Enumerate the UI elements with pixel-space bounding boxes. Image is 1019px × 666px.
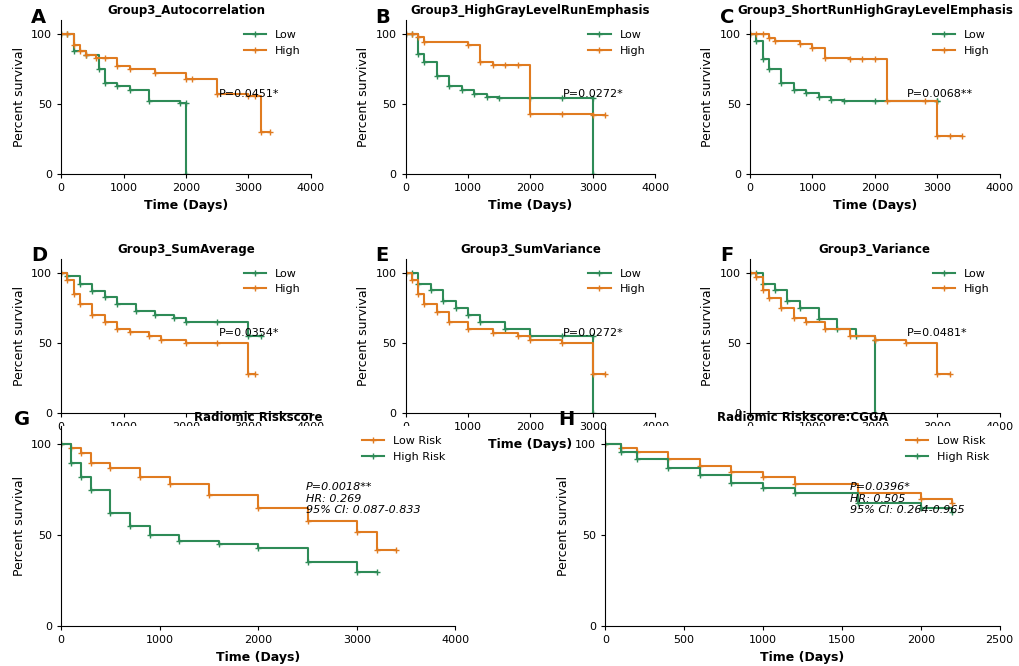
Text: P=0.0272*: P=0.0272* <box>562 328 623 338</box>
Title: Group3_HighGrayLevelRunEmphasis: Group3_HighGrayLevelRunEmphasis <box>411 5 649 17</box>
Legend: Low, High: Low, High <box>927 25 994 60</box>
Legend: Low Risk, High Risk: Low Risk, High Risk <box>901 432 994 466</box>
Text: P=0.0396*
HR: 0.505
95% CI: 0.264-0.965: P=0.0396* HR: 0.505 95% CI: 0.264-0.965 <box>849 482 963 515</box>
Y-axis label: Percent survival: Percent survival <box>357 47 370 147</box>
Y-axis label: Percent survival: Percent survival <box>556 476 570 576</box>
Legend: Low, High: Low, High <box>583 25 649 60</box>
X-axis label: Time (Days): Time (Days) <box>759 651 844 663</box>
Text: G: G <box>14 410 30 430</box>
Title: Radiomic Riskscore: Radiomic Riskscore <box>194 411 322 424</box>
X-axis label: Time (Days): Time (Days) <box>488 198 572 212</box>
Y-axis label: Percent survival: Percent survival <box>701 47 713 147</box>
Text: P=0.0451*: P=0.0451* <box>218 89 278 99</box>
Title: Radiomic Riskscore:CGGA: Radiomic Riskscore:CGGA <box>716 411 887 424</box>
Title: Group3_SumAverage: Group3_SumAverage <box>117 243 255 256</box>
Text: A: A <box>32 7 46 27</box>
Title: Group3_ShortRunHighGrayLevelEmphasis: Group3_ShortRunHighGrayLevelEmphasis <box>736 5 1012 17</box>
Text: H: H <box>557 410 574 430</box>
Title: Group3_Autocorrelation: Group3_Autocorrelation <box>107 5 265 17</box>
Text: E: E <box>375 246 388 266</box>
Text: P=0.0354*: P=0.0354* <box>218 328 278 338</box>
Y-axis label: Percent survival: Percent survival <box>12 47 25 147</box>
X-axis label: Time (Days): Time (Days) <box>832 438 916 450</box>
Text: P=0.0018**
HR: 0.269
95% CI: 0.087-0.833: P=0.0018** HR: 0.269 95% CI: 0.087-0.833 <box>306 482 420 515</box>
Text: P=0.0481*: P=0.0481* <box>906 328 967 338</box>
Title: Group3_Variance: Group3_Variance <box>818 243 930 256</box>
Text: C: C <box>719 7 734 27</box>
Y-axis label: Percent survival: Percent survival <box>12 476 25 576</box>
X-axis label: Time (Days): Time (Days) <box>144 198 228 212</box>
Title: Group3_SumVariance: Group3_SumVariance <box>460 243 600 256</box>
X-axis label: Time (Days): Time (Days) <box>144 438 228 450</box>
Y-axis label: Percent survival: Percent survival <box>357 286 370 386</box>
Text: P=0.0272*: P=0.0272* <box>562 89 623 99</box>
Text: P=0.0068**: P=0.0068** <box>906 89 972 99</box>
Text: D: D <box>32 246 47 266</box>
Legend: Low, High: Low, High <box>583 264 649 299</box>
Text: F: F <box>719 246 733 266</box>
Legend: Low, High: Low, High <box>927 264 994 299</box>
X-axis label: Time (Days): Time (Days) <box>488 438 572 450</box>
Legend: Low, High: Low, High <box>239 264 305 299</box>
X-axis label: Time (Days): Time (Days) <box>216 651 301 663</box>
Text: B: B <box>375 7 390 27</box>
Legend: Low, High: Low, High <box>239 25 305 60</box>
Legend: Low Risk, High Risk: Low Risk, High Risk <box>358 432 449 466</box>
Y-axis label: Percent survival: Percent survival <box>12 286 25 386</box>
Y-axis label: Percent survival: Percent survival <box>701 286 713 386</box>
X-axis label: Time (Days): Time (Days) <box>832 198 916 212</box>
